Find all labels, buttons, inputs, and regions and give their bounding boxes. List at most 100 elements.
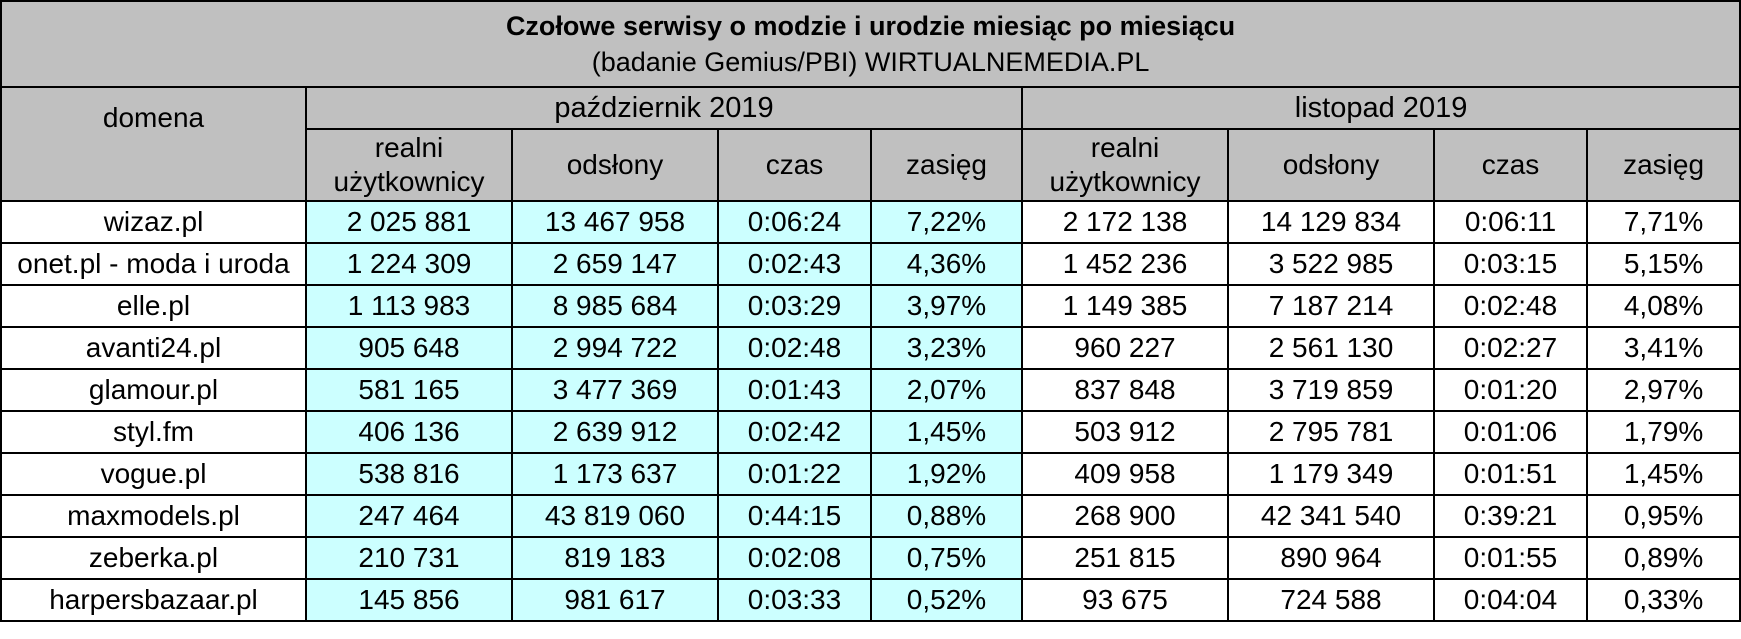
time-oct-cell: 0:06:24 xyxy=(717,200,872,244)
time-oct-cell: 0:01:43 xyxy=(717,368,872,412)
time-nov-cell: 0:03:15 xyxy=(1433,242,1588,286)
users-nov-cell: 837 848 xyxy=(1021,368,1229,412)
pageviews-oct-cell: 13 467 958 xyxy=(511,200,719,244)
month-header-october: październik 2019 xyxy=(305,86,1023,130)
table-row: styl.fm 406 136 2 639 912 0:02:42 1,45% … xyxy=(0,410,1741,454)
table-row: maxmodels.pl 247 464 43 819 060 0:44:15 … xyxy=(0,494,1741,538)
users-nov-cell: 268 900 xyxy=(1021,494,1229,538)
users-nov-cell: 93 675 xyxy=(1021,578,1229,622)
time-nov-cell: 0:06:11 xyxy=(1433,200,1588,244)
table-row: vogue.pl 538 816 1 173 637 0:01:22 1,92%… xyxy=(0,452,1741,496)
users-oct-cell: 905 648 xyxy=(305,326,513,370)
pageviews-oct-cell: 8 985 684 xyxy=(511,284,719,328)
reach-nov-cell: 1,45% xyxy=(1585,452,1741,496)
pageviews-oct-cell: 2 659 147 xyxy=(511,242,719,286)
users-nov-cell: 1 149 385 xyxy=(1021,284,1229,328)
table-row: elle.pl 1 113 983 8 985 684 0:03:29 3,97… xyxy=(0,284,1741,328)
column-header-reach-nov: zasięg xyxy=(1585,128,1741,202)
domain-cell: onet.pl - moda i uroda xyxy=(0,242,307,286)
column-header-time-oct: czas xyxy=(717,128,872,202)
reach-nov-cell: 0,89% xyxy=(1585,536,1741,580)
users-oct-cell: 210 731 xyxy=(305,536,513,580)
column-header-reach-oct: zasięg xyxy=(870,128,1023,202)
pageviews-oct-cell: 43 819 060 xyxy=(511,494,719,538)
pageviews-nov-cell: 2 561 130 xyxy=(1227,326,1435,370)
time-nov-cell: 0:01:51 xyxy=(1433,452,1588,496)
domain-cell: avanti24.pl xyxy=(0,326,307,370)
table-row: wizaz.pl 2 025 881 13 467 958 0:06:24 7,… xyxy=(0,200,1741,244)
pageviews-nov-cell: 14 129 834 xyxy=(1227,200,1435,244)
users-nov-cell: 409 958 xyxy=(1021,452,1229,496)
domain-cell: glamour.pl xyxy=(0,368,307,412)
users-nov-cell: 251 815 xyxy=(1021,536,1229,580)
time-nov-cell: 0:04:04 xyxy=(1433,578,1588,622)
users-nov-cell: 2 172 138 xyxy=(1021,200,1229,244)
time-oct-cell: 0:02:42 xyxy=(717,410,872,454)
pageviews-nov-cell: 7 187 214 xyxy=(1227,284,1435,328)
users-oct-cell: 581 165 xyxy=(305,368,513,412)
users-nov-cell: 1 452 236 xyxy=(1021,242,1229,286)
column-header-users-nov: realni użytkownicy xyxy=(1021,128,1229,202)
reach-nov-cell: 0,33% xyxy=(1585,578,1741,622)
pageviews-nov-cell: 1 179 349 xyxy=(1227,452,1435,496)
table-row: avanti24.pl 905 648 2 994 722 0:02:48 3,… xyxy=(0,326,1741,370)
time-oct-cell: 0:44:15 xyxy=(717,494,872,538)
reach-oct-cell: 1,45% xyxy=(870,410,1023,454)
reach-oct-cell: 1,92% xyxy=(870,452,1023,496)
time-oct-cell: 0:02:08 xyxy=(717,536,872,580)
users-oct-cell: 247 464 xyxy=(305,494,513,538)
pageviews-nov-cell: 3 719 859 xyxy=(1227,368,1435,412)
table-title: Czołowe serwisy o modzie i urodzie miesi… xyxy=(505,11,1236,41)
table-row: onet.pl - moda i uroda 1 224 309 2 659 1… xyxy=(0,242,1741,286)
table-title-cell: Czołowe serwisy o modzie i urodzie miesi… xyxy=(0,0,1741,88)
time-oct-cell: 0:02:48 xyxy=(717,326,872,370)
time-nov-cell: 0:01:55 xyxy=(1433,536,1588,580)
users-oct-cell: 1 224 309 xyxy=(305,242,513,286)
pageviews-nov-cell: 42 341 540 xyxy=(1227,494,1435,538)
time-nov-cell: 0:01:20 xyxy=(1433,368,1588,412)
reach-nov-cell: 3,41% xyxy=(1585,326,1741,370)
domain-cell: styl.fm xyxy=(0,410,307,454)
reach-oct-cell: 3,23% xyxy=(870,326,1023,370)
time-oct-cell: 0:01:22 xyxy=(717,452,872,496)
reach-oct-cell: 4,36% xyxy=(870,242,1023,286)
domain-cell: maxmodels.pl xyxy=(0,494,307,538)
time-nov-cell: 0:01:06 xyxy=(1433,410,1588,454)
pageviews-nov-cell: 2 795 781 xyxy=(1227,410,1435,454)
pageviews-oct-cell: 2 639 912 xyxy=(511,410,719,454)
time-oct-cell: 0:03:33 xyxy=(717,578,872,622)
pageviews-oct-cell: 3 477 369 xyxy=(511,368,719,412)
reach-oct-cell: 3,97% xyxy=(870,284,1023,328)
reach-oct-cell: 0,52% xyxy=(870,578,1023,622)
domain-column-header: domena xyxy=(0,86,307,202)
reach-nov-cell: 1,79% xyxy=(1585,410,1741,454)
users-nov-cell: 960 227 xyxy=(1021,326,1229,370)
reach-oct-cell: 2,07% xyxy=(870,368,1023,412)
pageviews-oct-cell: 819 183 xyxy=(511,536,719,580)
domain-cell: zeberka.pl xyxy=(0,536,307,580)
pageviews-nov-cell: 3 522 985 xyxy=(1227,242,1435,286)
pageviews-oct-cell: 981 617 xyxy=(511,578,719,622)
users-oct-cell: 2 025 881 xyxy=(305,200,513,244)
stats-table: Czołowe serwisy o modzie i urodzie miesi… xyxy=(0,0,1741,622)
reach-nov-cell: 5,15% xyxy=(1585,242,1741,286)
domain-cell: elle.pl xyxy=(0,284,307,328)
column-header-pageviews-oct: odsłony xyxy=(511,128,719,202)
users-oct-cell: 1 113 983 xyxy=(305,284,513,328)
domain-cell: vogue.pl xyxy=(0,452,307,496)
domain-cell: wizaz.pl xyxy=(0,200,307,244)
reach-nov-cell: 0,95% xyxy=(1585,494,1741,538)
time-nov-cell: 0:39:21 xyxy=(1433,494,1588,538)
table-row: zeberka.pl 210 731 819 183 0:02:08 0,75%… xyxy=(0,536,1741,580)
time-oct-cell: 0:02:43 xyxy=(717,242,872,286)
pageviews-nov-cell: 724 588 xyxy=(1227,578,1435,622)
users-nov-cell: 503 912 xyxy=(1021,410,1229,454)
users-oct-cell: 406 136 xyxy=(305,410,513,454)
table-subtitle: (badanie Gemius/PBI) WIRTUALNEMEDIA.PL xyxy=(591,47,1150,77)
time-oct-cell: 0:03:29 xyxy=(717,284,872,328)
reach-oct-cell: 0,75% xyxy=(870,536,1023,580)
time-nov-cell: 0:02:48 xyxy=(1433,284,1588,328)
pageviews-oct-cell: 2 994 722 xyxy=(511,326,719,370)
reach-oct-cell: 7,22% xyxy=(870,200,1023,244)
table-row: harpersbazaar.pl 145 856 981 617 0:03:33… xyxy=(0,578,1741,622)
